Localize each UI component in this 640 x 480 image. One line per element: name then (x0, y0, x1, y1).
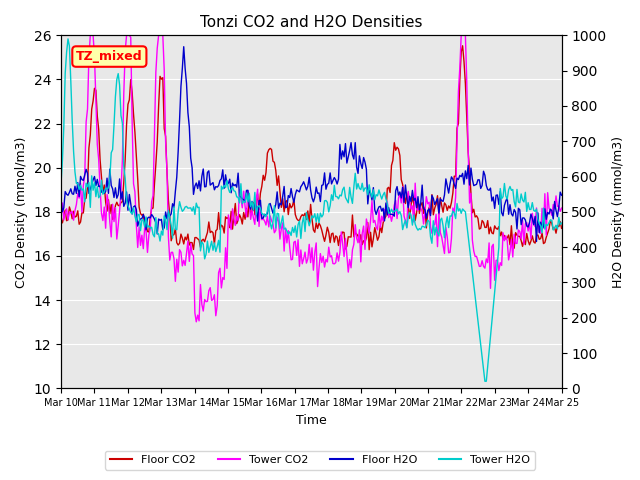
Tower H2O (278, 219, 285, 225)
Tower CO2 (557, 205, 565, 211)
Y-axis label: CO2 Density (mmol/m3): CO2 Density (mmol/m3) (15, 136, 28, 288)
Floor H2O (233, 184, 241, 190)
Floor H2O (208, 181, 216, 187)
Tower CO2 (209, 297, 217, 302)
Floor H2O (225, 180, 232, 186)
Floor CO2 (232, 201, 239, 206)
Tower CO2 (86, 33, 94, 38)
Tower H2O (208, 239, 216, 244)
Tower CO2 (193, 319, 200, 324)
Floor CO2 (365, 247, 373, 252)
Tower H2O (57, 181, 65, 187)
Tower H2O (225, 186, 232, 192)
Floor CO2 (118, 199, 126, 204)
Tower CO2 (279, 220, 287, 226)
Floor CO2 (276, 189, 284, 194)
Floor H2O (57, 196, 65, 202)
Tower H2O (481, 378, 489, 384)
Floor H2O (531, 214, 539, 219)
Line: Floor CO2: Floor CO2 (61, 46, 561, 250)
Title: Tonzi CO2 and H2O Densities: Tonzi CO2 and H2O Densities (200, 15, 422, 30)
Tower CO2 (532, 205, 540, 211)
Floor CO2 (57, 216, 65, 222)
Floor CO2 (459, 43, 467, 48)
X-axis label: Time: Time (296, 414, 326, 427)
Line: Tower H2O: Tower H2O (61, 39, 561, 381)
Tower H2O (557, 220, 565, 226)
Floor CO2 (206, 230, 214, 236)
Tower H2O (64, 36, 72, 42)
Line: Tower CO2: Tower CO2 (61, 36, 561, 322)
Line: Floor H2O: Floor H2O (61, 47, 561, 241)
Tower CO2 (234, 218, 242, 224)
Tower H2O (532, 206, 540, 212)
Tower CO2 (57, 213, 65, 218)
Floor H2O (532, 239, 540, 244)
Tower H2O (120, 163, 127, 169)
Floor H2O (278, 202, 285, 208)
Legend: Floor CO2, Tower CO2, Floor H2O, Tower H2O: Floor CO2, Tower CO2, Floor H2O, Tower H… (105, 451, 535, 469)
Y-axis label: H2O Density (mmol/m3): H2O Density (mmol/m3) (612, 136, 625, 288)
Floor CO2 (557, 226, 565, 231)
Floor H2O (557, 192, 565, 198)
Tower CO2 (226, 220, 234, 226)
Floor CO2 (223, 216, 231, 221)
Tower H2O (233, 194, 241, 200)
Tower CO2 (120, 92, 127, 97)
Floor H2O (118, 189, 126, 195)
Text: TZ_mixed: TZ_mixed (76, 50, 143, 63)
Floor CO2 (532, 233, 540, 239)
Floor H2O (180, 44, 188, 49)
